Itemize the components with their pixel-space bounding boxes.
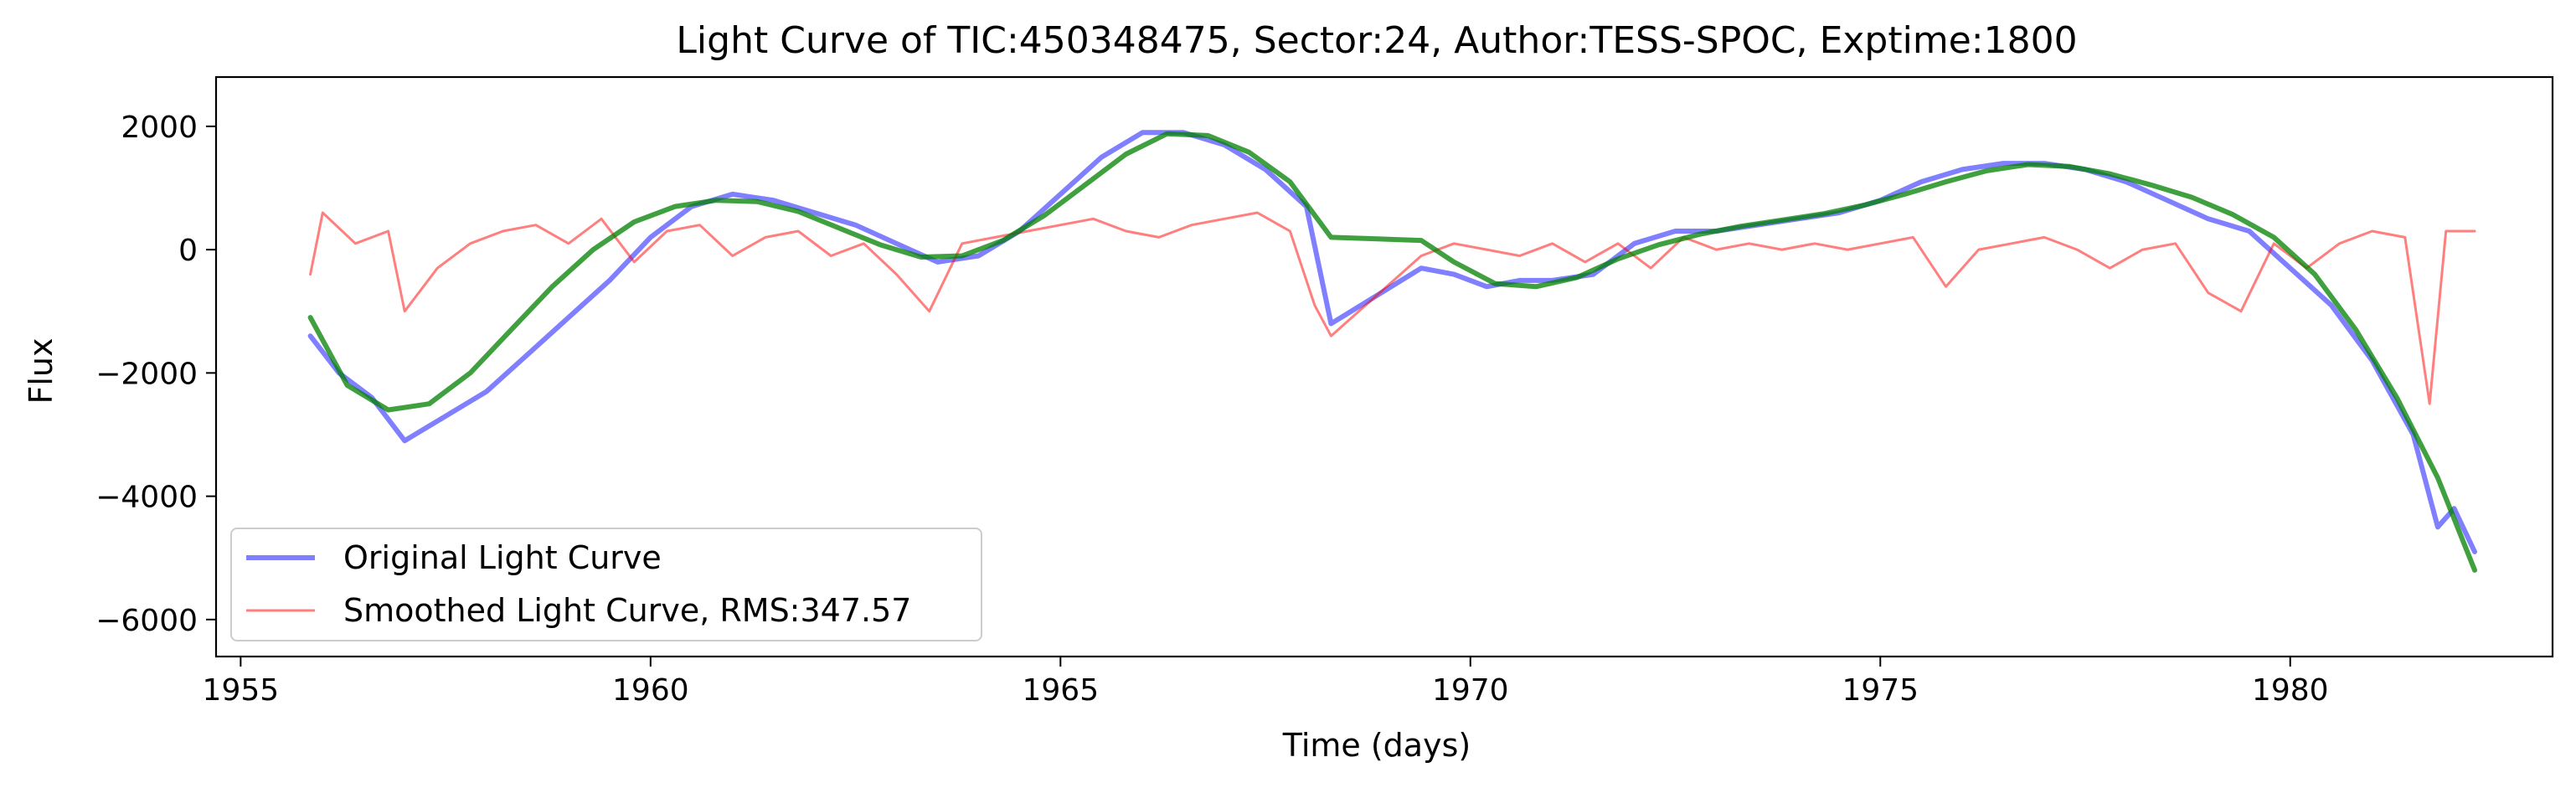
x-tick-label: 1970 — [1432, 673, 1509, 708]
y-tick-label: 0 — [178, 234, 198, 268]
legend-label-smoothed: Smoothed Light Curve, RMS:347.57 — [343, 592, 911, 629]
legend-box — [230, 528, 982, 641]
plot-frame — [214, 75, 2554, 658]
series-line-smoothed-light-curve-rms-347-57 — [309, 211, 2476, 405]
y-tick-label: 2000 — [121, 111, 198, 145]
chart-title: Light Curve of TIC:450348475, Sector:24,… — [676, 19, 2077, 62]
plot-area — [214, 75, 2554, 658]
series-layer — [307, 130, 2477, 573]
x-tick-label: 1955 — [203, 673, 280, 708]
legend-label-original: Original Light Curve — [343, 539, 662, 576]
y-tick-label: −4000 — [95, 481, 198, 515]
x-axis-label: Time (days) — [1282, 727, 1471, 764]
y-tick-label: −6000 — [95, 604, 198, 638]
x-tick-label: 1980 — [2252, 673, 2329, 708]
x-tick-label: 1965 — [1023, 673, 1100, 708]
x-axis: 1955 1960 1965 1970 1975 1980 — [203, 657, 2329, 708]
series-line-original-light-curve — [307, 130, 2477, 554]
y-axis-label: Flux — [23, 338, 59, 404]
legend: Original Light Curve Smoothed Light Curv… — [230, 528, 982, 641]
y-tick-label: −2000 — [95, 357, 198, 391]
series-line-trend — [307, 131, 2477, 573]
y-axis: 2000 0 −2000 −4000 −6000 — [95, 111, 216, 638]
x-tick-label: 1960 — [612, 673, 689, 708]
x-tick-label: 1975 — [1842, 673, 1919, 708]
